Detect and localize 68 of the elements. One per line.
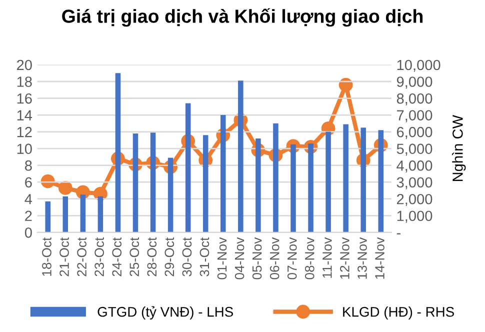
bar [256, 138, 261, 232]
bar [132, 133, 138, 232]
bar [290, 144, 296, 232]
bar [343, 124, 348, 232]
y-tick-label: 10 [17, 144, 32, 154]
y-tick-label: 8 [25, 160, 32, 171]
y2-tick-label: 3,000 [396, 177, 432, 190]
bar [360, 128, 366, 232]
y2-axis-title: Nghìn CW [452, 114, 466, 182]
bar [115, 73, 121, 232]
x-tick-label: 21-Oct [60, 237, 69, 276]
x-tick-label: 04-Nov [234, 237, 244, 280]
x-tick-label: 31-Oct [200, 237, 210, 276]
x-tick-label: 30-Oct [182, 237, 192, 276]
y2-tick-label: - [396, 233, 400, 234]
y2-tick-label: 10,000 [397, 60, 440, 72]
x-tick-label: 11-Nov [322, 237, 332, 278]
y-tick-label: 4 [24, 194, 32, 204]
y2-tick-label: 9,000 [396, 76, 432, 89]
x-tick-label: 28-Oct [147, 237, 157, 276]
bar [202, 135, 208, 232]
bar [308, 144, 314, 232]
x-tick-label: 13-Nov [358, 237, 367, 279]
x-tick-label: 07-Nov [287, 237, 297, 280]
bar [45, 201, 50, 232]
y2-tick-label: 1,000 [397, 210, 432, 223]
y2-tick-label: 6,000 [396, 126, 432, 139]
legend-label: KLGD (HĐ) - RHS [343, 306, 454, 320]
bar [168, 158, 174, 232]
x-tick-label: 25-Oct [130, 237, 140, 276]
x-tick-label: 08-Nov [304, 237, 314, 280]
bar [378, 130, 384, 232]
x-tick-label: 24-Oct [112, 237, 122, 276]
x-tick-label: 29-Oct [164, 237, 174, 276]
bar [238, 80, 244, 232]
bar [326, 132, 331, 232]
x-tick-label: 06-Nov [270, 237, 280, 280]
x-tick-label: 12-Nov [340, 237, 350, 279]
y2-tick-label: 7,000 [397, 110, 432, 122]
bar [273, 123, 278, 232]
x-tick-label: 05-Nov [252, 237, 262, 280]
bar [62, 196, 68, 232]
y-tick-label: 12 [17, 126, 32, 138]
y-tick-label: 6 [25, 177, 32, 188]
y-tick-label: 16 [17, 93, 32, 104]
bar [80, 194, 86, 232]
x-tick-label: 18-Oct [42, 237, 52, 276]
x-tick-label: 01-Nov [217, 237, 227, 280]
y-tick-label: 18 [17, 76, 32, 87]
y2-tick-label: 8,000 [396, 93, 432, 106]
point [58, 181, 72, 195]
y2-tick-label: 5,000 [396, 144, 432, 156]
y2-tick-label: 2,000 [396, 194, 432, 206]
x-tick-label: 22-Oct [77, 237, 86, 276]
bar [98, 196, 104, 232]
chart-title: Giá trị giao dịch và Khối lượng giao dịch [62, 8, 423, 27]
x-tick-label: 14-Nov [375, 237, 384, 279]
y-tick-label: 14 [17, 110, 32, 120]
legend-label: GTGD (tỷ VNĐ) - LHS [98, 306, 233, 320]
point [338, 78, 353, 92]
y-tick-label: 20 [17, 60, 32, 70]
bar [185, 103, 191, 232]
bar [220, 115, 226, 232]
y-tick-label: 0 [24, 228, 32, 238]
y-tick-label: 2 [25, 210, 32, 221]
y2-tick-label: 4,000 [396, 160, 432, 172]
x-tick-label: 23-Oct [94, 237, 104, 276]
bar [150, 132, 156, 232]
